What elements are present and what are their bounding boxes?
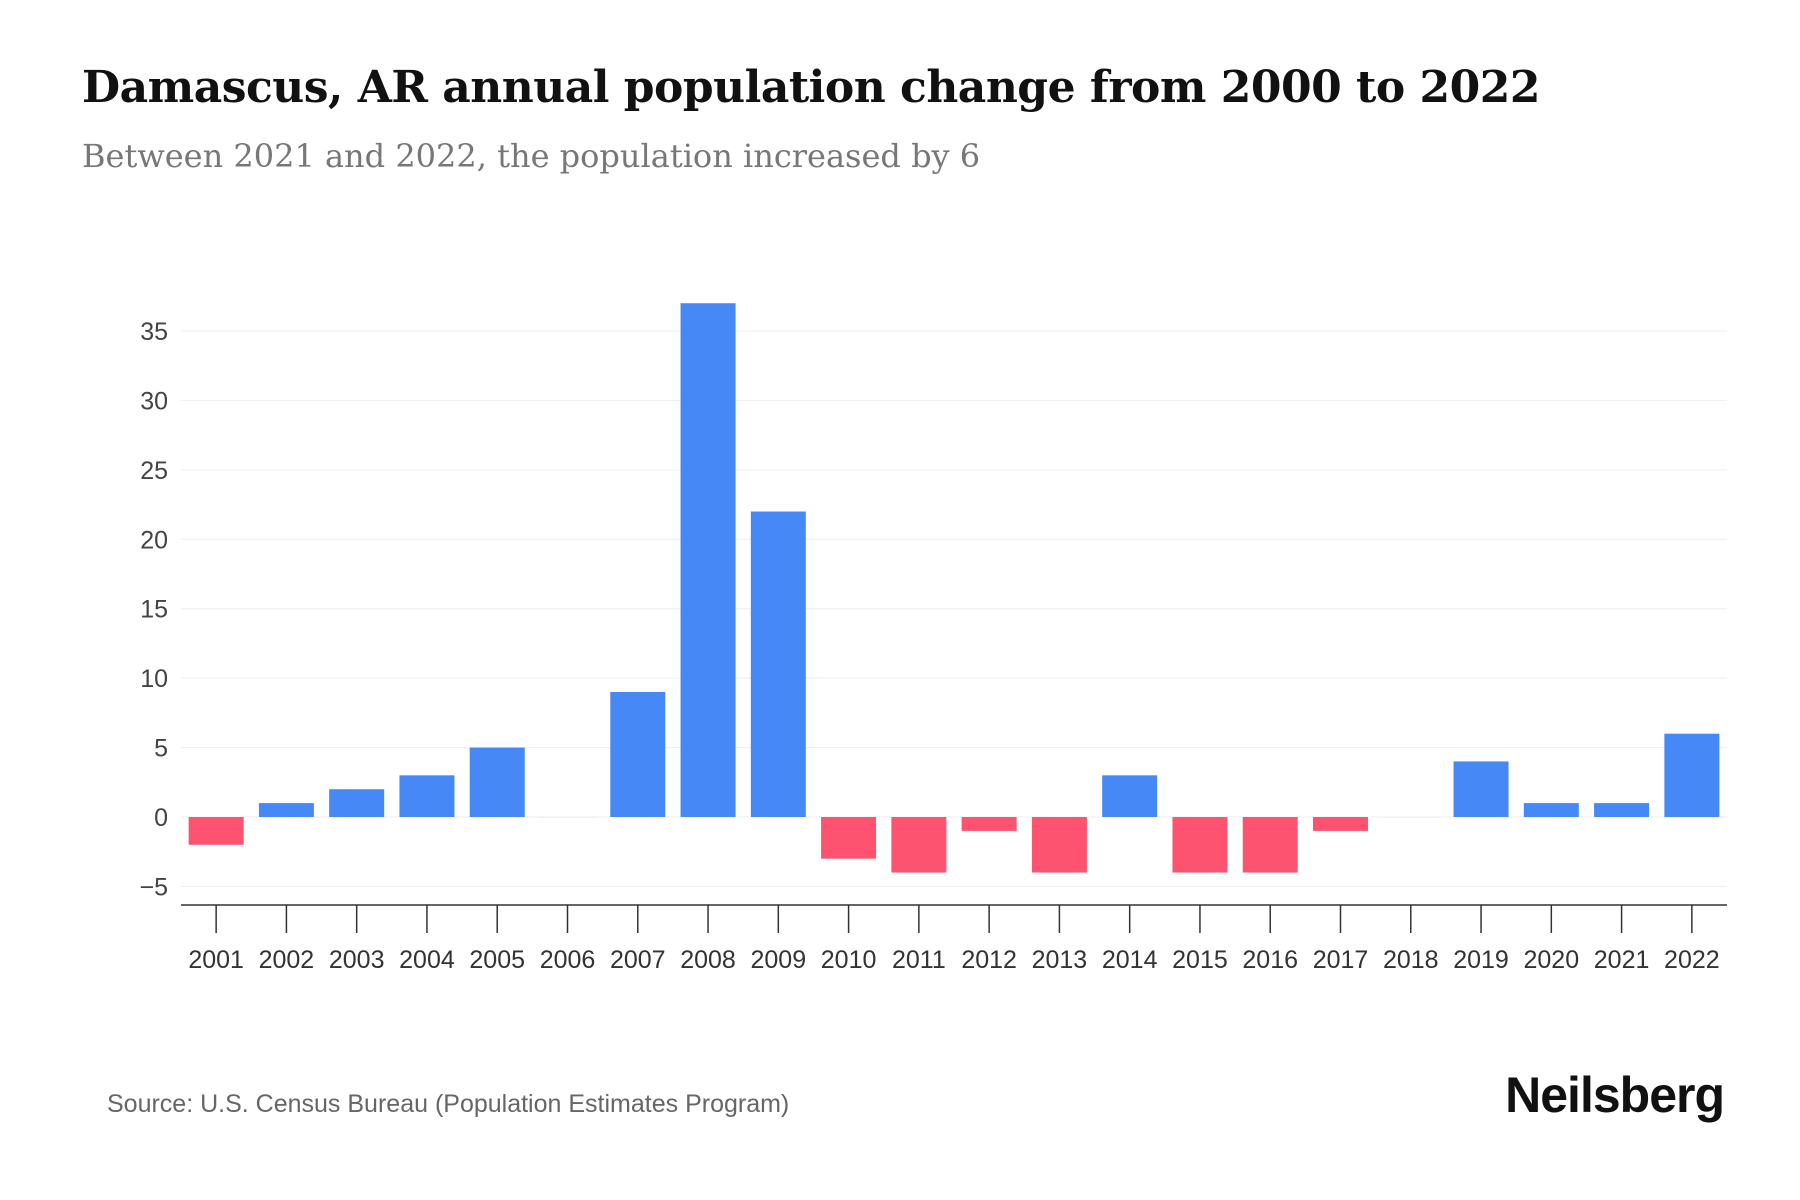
y-tick-label: 20: [140, 526, 168, 554]
x-tick-label: 2013: [1032, 946, 1088, 974]
bar-2014: [1102, 775, 1158, 817]
x-tick-label: 2017: [1313, 946, 1369, 974]
x-tick-label: 2021: [1594, 946, 1650, 974]
bar-2011: [891, 817, 947, 873]
x-tick-label: 2022: [1664, 946, 1720, 974]
bar-2012: [961, 817, 1017, 831]
x-tick-label: 2016: [1242, 946, 1298, 974]
bar-2013: [1031, 817, 1087, 873]
bar-2015: [1172, 817, 1228, 873]
y-tick-label: 5: [154, 735, 168, 763]
y-tick-label: 15: [140, 596, 168, 624]
bar-2008: [680, 303, 736, 817]
x-tick-label: 2014: [1102, 946, 1158, 974]
chart-subtitle: Between 2021 and 2022, the population in…: [82, 137, 981, 175]
bar-2003: [329, 789, 385, 817]
x-tick-label: 2004: [399, 946, 455, 974]
bar-2022: [1664, 733, 1720, 817]
bar-2005: [469, 747, 525, 817]
y-tick-label: 30: [140, 387, 168, 415]
bar-2017: [1313, 817, 1368, 831]
x-tick-label: 2020: [1524, 946, 1580, 974]
bar-2006: [540, 817, 595, 818]
y-tick-label: 35: [140, 318, 168, 346]
bar-2018: [1383, 817, 1439, 818]
x-tick-label: 2003: [329, 946, 385, 974]
x-tick-label: 2001: [188, 946, 244, 974]
y-tick-label: −5: [139, 873, 168, 901]
y-tick-label: 10: [140, 665, 168, 693]
x-tick-label: 2010: [821, 946, 877, 974]
x-tick-label: 2009: [751, 946, 807, 974]
bar-2009: [750, 511, 806, 817]
bar-2020: [1523, 803, 1579, 817]
x-tick-label: 2002: [259, 946, 315, 974]
y-tick-label: 0: [154, 804, 168, 832]
x-tick-label: 2015: [1172, 946, 1228, 974]
x-tick-label: 2012: [961, 946, 1017, 974]
x-tick-label: 2011: [892, 946, 946, 974]
x-tick-label: 2008: [680, 946, 736, 974]
x-tick-label: 2006: [540, 946, 596, 974]
x-tick-label: 2018: [1383, 946, 1439, 974]
bar-2016: [1242, 817, 1298, 873]
bar-2002: [258, 803, 314, 817]
bar-2004: [399, 775, 455, 817]
brand-logo: Neilsberg: [1505, 1067, 1725, 1123]
x-tick-label: 2019: [1453, 946, 1509, 974]
bar-2010: [821, 817, 877, 859]
x-tick-label: 2005: [469, 946, 525, 974]
bar-2019: [1453, 761, 1509, 817]
bar-2007: [610, 692, 666, 817]
y-tick-label: 25: [140, 457, 168, 485]
bar-2021: [1594, 803, 1650, 817]
x-tick-label: 2007: [610, 946, 666, 974]
chart-title: Damascus, AR annual population change fr…: [82, 62, 1540, 113]
source-note: Source: U.S. Census Bureau (Population E…: [107, 1090, 790, 1118]
bar-2001: [188, 817, 244, 845]
